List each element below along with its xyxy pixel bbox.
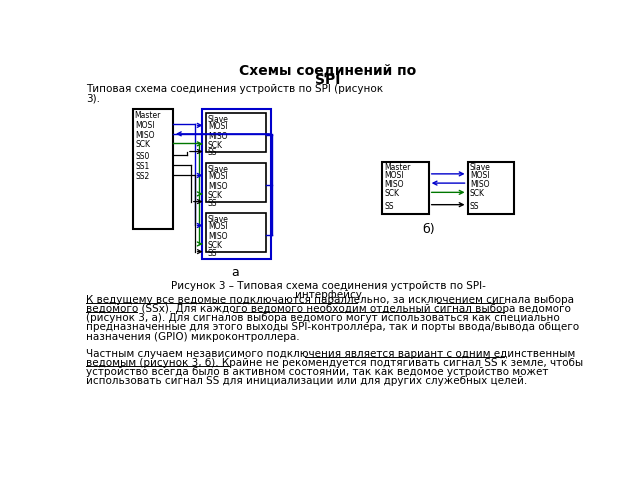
Text: MOSI: MOSI [470,171,490,180]
Text: SCK: SCK [470,189,485,198]
Text: SS: SS [208,249,218,258]
Text: MISO: MISO [385,180,404,189]
Text: 3).: 3). [86,93,100,103]
Bar [382,162,429,214]
Text: MOSI: MOSI [385,171,404,180]
Text: б): б) [422,223,435,236]
Text: Slave: Slave [469,163,490,172]
Text: Master: Master [134,111,161,120]
Text: Типовая схема соединения устройств по SPI (рисунок: Типовая схема соединения устройств по SP… [86,84,383,94]
Text: а: а [231,265,239,278]
Text: SPI: SPI [316,73,340,87]
Text: Частным случаем независимого подключения является вариант с одним единственным: Частным случаем независимого подключения… [86,348,575,359]
Text: MISO: MISO [208,232,227,241]
Bar [205,163,266,202]
Text: SCK: SCK [385,189,399,198]
Text: использовать сигнал SS для инициализации или для других служебных целей.: использовать сигнал SS для инициализации… [86,376,527,386]
Text: SS2: SS2 [135,172,149,181]
Text: ведомого (SSx). Для каждого ведомого необходим отдельный сигнал выбора ведомого: ведомого (SSx). Для каждого ведомого нео… [86,304,571,314]
Text: MISO: MISO [135,131,154,140]
Bar [202,109,271,259]
Text: Slave: Slave [207,115,228,123]
Text: SCK: SCK [208,241,223,250]
Text: SCK: SCK [208,141,223,150]
Text: MOSI: MOSI [208,122,227,132]
Text: Slave: Slave [207,215,228,224]
Text: SS: SS [208,199,218,207]
Text: SCK: SCK [208,191,223,200]
Bar [205,213,266,252]
Text: SCK: SCK [135,140,150,149]
Text: SS: SS [385,202,394,211]
Text: назначения (GPIO) микроконтроллера.: назначения (GPIO) микроконтроллера. [86,332,300,342]
Text: MISO: MISO [208,132,227,141]
Text: MOSI: MOSI [135,121,154,130]
Text: устройство всегда было в активном состоянии, так как ведомое устройство может: устройство всегда было в активном состоя… [86,367,548,377]
Text: Схемы соединений по: Схемы соединений по [239,64,417,78]
Text: MOSI: MOSI [208,222,227,231]
Bar [205,113,266,152]
Bar [132,109,173,228]
Text: MISO: MISO [208,182,227,192]
Text: SS0: SS0 [135,152,149,161]
Text: SS: SS [470,202,479,211]
Text: MISO: MISO [470,180,490,189]
Text: Master: Master [384,163,410,172]
Text: Slave: Slave [207,165,228,174]
Text: ведомым (рисунок 3, б). Крайне не рекомендуется подтягивать сигнал SS к земле, ч: ведомым (рисунок 3, б). Крайне не рекоме… [86,358,583,368]
Text: SS1: SS1 [135,162,149,171]
Text: MOSI: MOSI [208,172,227,181]
Text: (рисунок 3, а). Для сигналов выбора ведомого могут использоваться как специально: (рисунок 3, а). Для сигналов выбора ведо… [86,313,560,323]
Text: Рисунок 3 – Типовая схема соединения устройств по SPI-: Рисунок 3 – Типовая схема соединения уст… [171,281,485,291]
Text: SS: SS [208,148,218,157]
Text: предназначенные для этого выходы SPI-контроллера, так и порты ввода/вывода общег: предназначенные для этого выходы SPI-кон… [86,323,579,333]
Text: интерфейсу: интерфейсу [294,290,362,300]
Text: К ведущему все ведомые подключаются параллельно, за исключением сигнала выбора: К ведущему все ведомые подключаются пара… [86,295,574,305]
Bar [467,162,514,214]
